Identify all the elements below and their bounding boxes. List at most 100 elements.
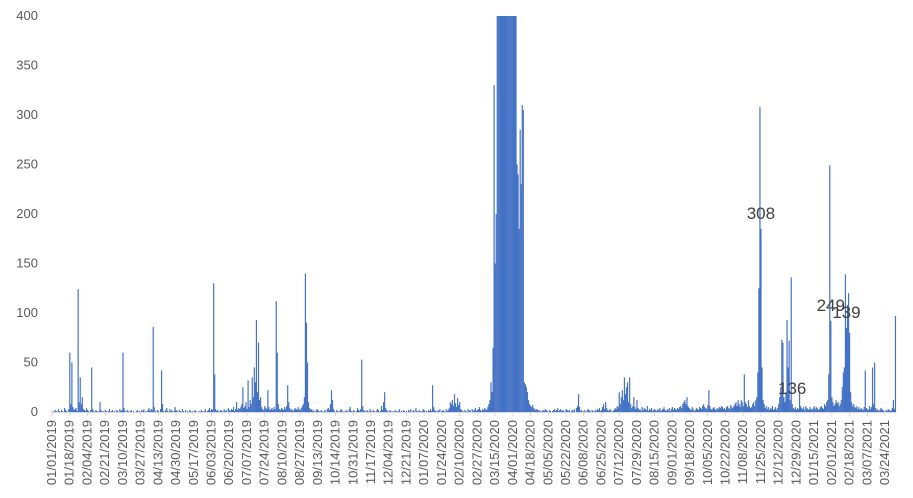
bar xyxy=(194,410,196,412)
bar xyxy=(756,397,758,412)
bar xyxy=(310,410,312,412)
bar xyxy=(498,16,500,412)
bar xyxy=(830,320,832,412)
x-tick-label: 08/27/2019 xyxy=(292,420,307,485)
bar xyxy=(668,408,670,412)
bar xyxy=(742,406,744,412)
bar xyxy=(377,410,379,412)
bar xyxy=(719,408,721,412)
bar xyxy=(513,16,515,412)
bar xyxy=(495,214,497,412)
bar xyxy=(608,411,610,412)
bar xyxy=(294,408,296,412)
bar xyxy=(278,409,280,412)
bar xyxy=(52,411,54,412)
bar xyxy=(571,410,573,412)
bar xyxy=(279,410,281,412)
bar xyxy=(809,407,811,412)
bar xyxy=(815,407,817,412)
bar xyxy=(281,409,284,412)
bar xyxy=(465,411,467,412)
bar xyxy=(882,410,884,412)
bar xyxy=(234,409,237,412)
bar xyxy=(708,390,710,412)
bar xyxy=(147,410,149,412)
x-tick-label: 03/27/2019 xyxy=(133,420,148,485)
bar xyxy=(331,400,334,412)
bar xyxy=(328,410,330,412)
bar xyxy=(386,410,388,412)
bar xyxy=(812,408,814,412)
bar xyxy=(850,392,852,412)
bar xyxy=(69,352,71,412)
bar xyxy=(620,397,622,412)
bar xyxy=(503,16,506,412)
data-label: 249 xyxy=(817,296,845,315)
bar xyxy=(712,408,714,412)
x-tick-label: 07/29/2020 xyxy=(629,420,644,485)
x-tick-label: 09/13/2019 xyxy=(310,420,325,485)
y-tick-label: 200 xyxy=(16,206,38,221)
bar xyxy=(242,387,244,412)
bar xyxy=(854,407,856,412)
bar xyxy=(233,411,236,412)
bar xyxy=(225,410,227,412)
bar xyxy=(655,410,657,412)
bar xyxy=(714,409,716,412)
bar xyxy=(413,410,415,412)
bar xyxy=(636,400,638,412)
bar xyxy=(201,411,203,412)
bar xyxy=(677,408,679,412)
bar xyxy=(301,406,303,412)
bar xyxy=(57,409,59,412)
bar xyxy=(189,410,191,412)
bar xyxy=(600,410,603,412)
bar xyxy=(702,406,704,412)
x-tick-label: 06/20/2019 xyxy=(221,420,236,485)
bar xyxy=(346,411,348,412)
bar xyxy=(758,288,760,412)
bar xyxy=(696,409,698,412)
x-tick-label: 02/27/2020 xyxy=(469,420,484,485)
bar xyxy=(291,409,293,412)
bar xyxy=(840,400,842,412)
bar xyxy=(75,408,77,412)
bar xyxy=(215,409,217,412)
bar xyxy=(364,411,366,412)
bar xyxy=(472,411,474,412)
bar xyxy=(832,402,834,412)
bar xyxy=(586,411,588,412)
bar xyxy=(662,409,664,412)
bar xyxy=(615,409,617,412)
bar xyxy=(422,409,424,412)
bar xyxy=(66,411,68,412)
bar xyxy=(769,408,771,412)
x-tick-label: 05/05/2020 xyxy=(540,420,555,485)
bar xyxy=(217,410,219,412)
bar xyxy=(55,411,57,412)
bar xyxy=(111,410,114,412)
bar xyxy=(86,410,89,412)
bar xyxy=(476,410,479,412)
bar xyxy=(760,228,762,412)
bar xyxy=(298,409,300,412)
bar xyxy=(73,410,75,412)
y-tick-label: 100 xyxy=(16,305,38,320)
x-tick-label: 05/22/2020 xyxy=(558,420,573,485)
x-tick-label: 03/07/2021 xyxy=(859,420,874,485)
y-tick-label: 0 xyxy=(31,404,38,419)
bar xyxy=(162,404,164,412)
bar xyxy=(852,406,854,412)
bar xyxy=(846,305,849,412)
bar xyxy=(220,410,222,412)
bar xyxy=(881,409,883,412)
bar xyxy=(230,409,233,412)
bar xyxy=(613,410,615,412)
bar xyxy=(262,409,264,412)
bar xyxy=(537,410,539,412)
bar xyxy=(355,411,358,412)
bar xyxy=(731,407,733,412)
bar xyxy=(641,407,643,412)
bar xyxy=(99,402,101,412)
bar xyxy=(120,411,122,412)
